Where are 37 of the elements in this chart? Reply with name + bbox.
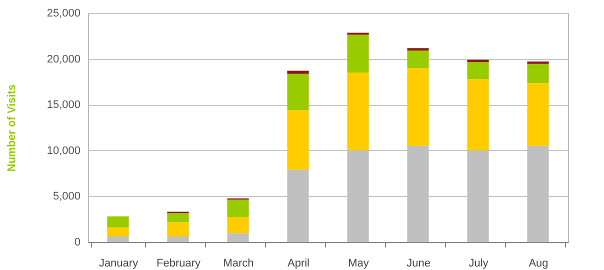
bar	[407, 68, 429, 146]
x-tick-label: May	[348, 258, 370, 270]
bar	[347, 34, 369, 73]
bar	[347, 72, 369, 150]
y-tick-label: 25,000	[46, 8, 80, 20]
x-tick-label: June	[406, 258, 430, 270]
x-tick-label: Aug	[528, 258, 548, 270]
bar	[527, 61, 549, 64]
bar	[287, 70, 309, 74]
x-tick-label: March	[223, 258, 254, 270]
y-axis-title: Number of Visits	[6, 84, 18, 172]
bar	[167, 222, 189, 237]
y-tick-label: 0	[74, 236, 80, 248]
y-tick-label: 5,000	[52, 190, 80, 203]
y-tick-label: 10,000	[46, 144, 80, 157]
bar	[467, 62, 489, 80]
bar	[227, 200, 249, 217]
bar	[527, 83, 549, 146]
bar	[167, 213, 189, 222]
x-tick-label: January	[98, 258, 139, 270]
x-tick-label: April	[287, 258, 310, 270]
bar	[407, 48, 429, 51]
y-tick-label: 15,000	[46, 99, 80, 112]
bar	[527, 64, 549, 84]
x-tick-label: July	[468, 258, 489, 270]
bar	[107, 216, 129, 228]
bar	[107, 236, 129, 242]
bar	[107, 227, 129, 237]
x-tick-label: February	[156, 258, 201, 270]
bar	[287, 74, 309, 110]
y-tick-label: 20,000	[46, 53, 80, 66]
bar	[407, 50, 429, 68]
bar	[167, 236, 189, 242]
bar	[227, 216, 249, 234]
bar	[227, 233, 249, 242]
bar	[467, 79, 489, 150]
bar	[287, 110, 309, 170]
